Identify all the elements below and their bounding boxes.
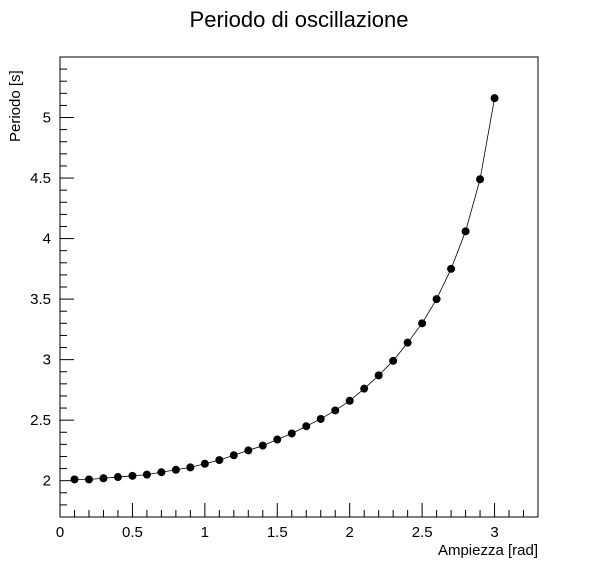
data-point	[273, 435, 282, 444]
data-point	[171, 465, 180, 474]
data-point	[229, 451, 238, 460]
data-point	[432, 295, 441, 304]
x-tick-label: 0	[56, 524, 64, 541]
y-tick-label: 5	[43, 110, 51, 127]
x-tick-label: 1	[201, 524, 209, 541]
data-point	[418, 319, 427, 328]
x-tick-label: 1.5	[267, 524, 288, 541]
data-point	[389, 356, 398, 365]
data-point	[447, 264, 456, 273]
x-tick-label: 3	[490, 524, 498, 541]
data-point	[215, 456, 224, 465]
data-point	[287, 429, 296, 438]
x-tick-label: 0.5	[122, 524, 143, 541]
data-point	[403, 338, 412, 347]
data-point	[490, 94, 499, 103]
y-tick-label: 4	[43, 231, 51, 248]
x-tick-label: 2.5	[412, 524, 433, 541]
plot-frame	[59, 56, 539, 518]
data-points	[70, 94, 499, 484]
data-point	[374, 371, 383, 380]
y-axis: 2 2.5 3 3.5 4 4.5 5	[30, 68, 74, 506]
data-point	[84, 475, 93, 484]
x-axis: 0 0.5 1 1.5 2 2.5 3	[56, 503, 525, 541]
data-point	[302, 422, 311, 431]
data-point	[113, 473, 122, 482]
data-point	[316, 414, 325, 423]
data-point	[200, 459, 209, 468]
y-tick-label: 3	[43, 352, 51, 369]
data-point	[142, 470, 151, 479]
data-point	[128, 471, 137, 480]
y-tick-label: 2.5	[30, 412, 51, 429]
data-point	[99, 474, 108, 483]
y-tick-label: 4.5	[30, 170, 51, 187]
chart-title: Periodo di oscillazione	[190, 7, 409, 32]
data-point	[244, 446, 253, 455]
y-axis-label: Periodo [s]	[7, 70, 24, 142]
x-tick-label: 2	[346, 524, 354, 541]
series-line	[74, 98, 495, 480]
data-point	[258, 441, 267, 450]
y-tick-label: 3.5	[30, 291, 51, 308]
data-point	[331, 406, 340, 415]
data-point	[70, 475, 79, 484]
y-tick-label: 2	[43, 473, 51, 490]
data-point	[345, 396, 354, 405]
data-point	[461, 227, 470, 236]
x-axis-label: Ampiezza [rad]	[438, 542, 538, 559]
data-point	[157, 468, 166, 477]
data-point	[476, 175, 485, 184]
data-point	[360, 384, 369, 393]
data-point	[186, 463, 195, 472]
